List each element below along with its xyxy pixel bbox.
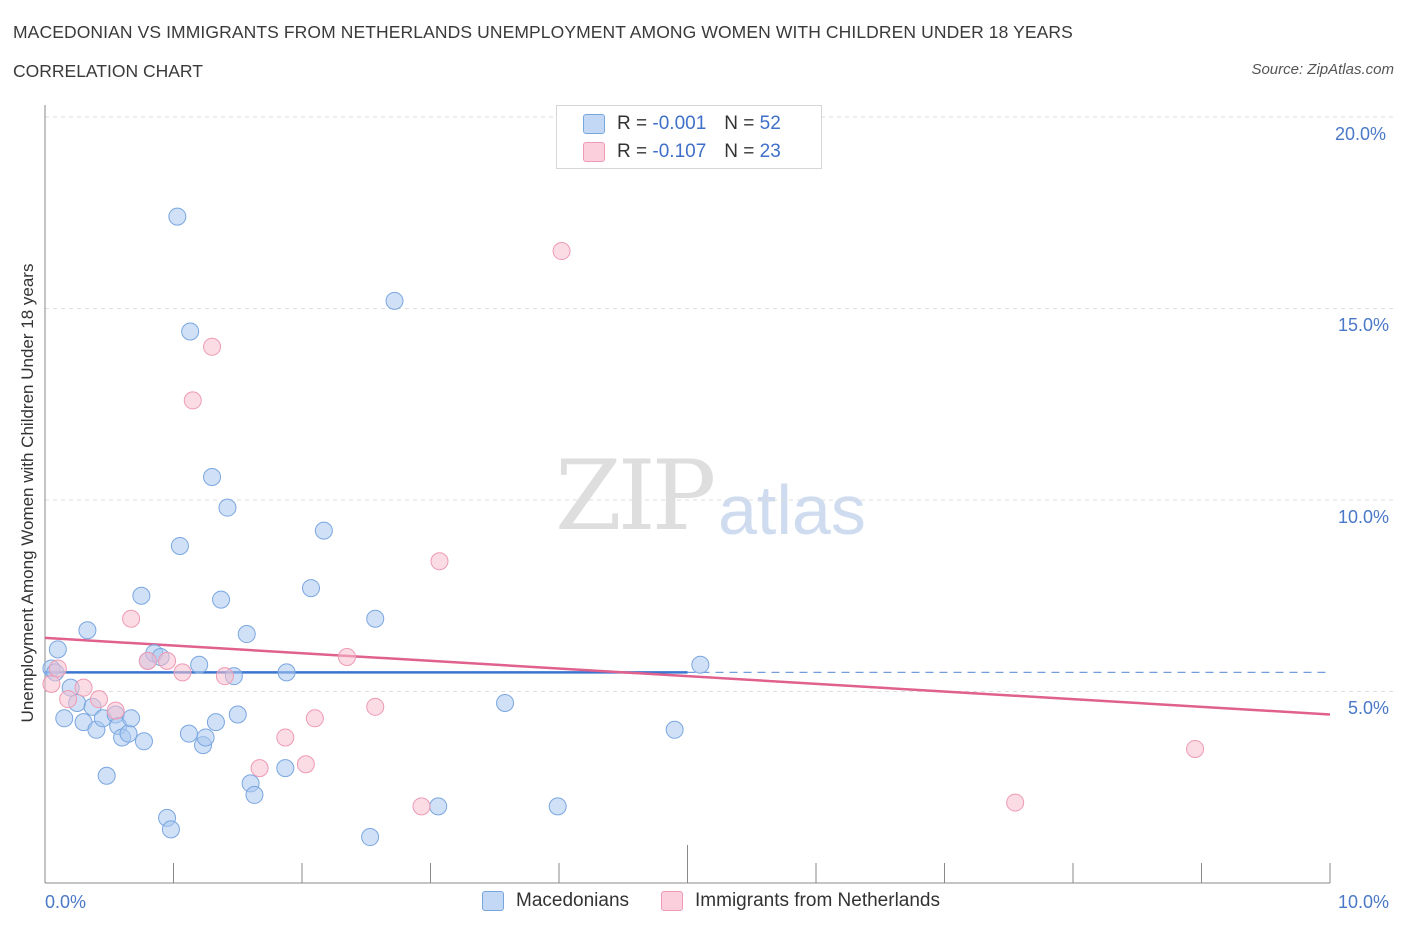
point-netherlands: [1186, 739, 1205, 758]
point-netherlands: [173, 663, 192, 682]
point-netherlands: [138, 651, 157, 670]
legend-swatch-pink: [583, 142, 605, 162]
point-netherlands: [122, 609, 141, 628]
point-netherlands: [296, 755, 315, 774]
point-macedonians: [181, 322, 200, 341]
point-macedonians: [78, 621, 97, 640]
legend-r-label: R =: [617, 113, 648, 134]
point-netherlands: [59, 690, 78, 709]
point-macedonians: [132, 586, 151, 605]
legend-n-label: N =: [724, 141, 755, 162]
chart-subtitle: CORRELATION CHART: [13, 61, 203, 81]
point-macedonians: [170, 536, 189, 555]
watermark-atlas: atlas: [718, 471, 866, 549]
point-macedonians: [119, 724, 138, 743]
legend-r-value: -0.107: [652, 141, 707, 162]
point-netherlands: [74, 678, 93, 697]
point-macedonians: [196, 728, 215, 747]
series-swatch-pink: [661, 891, 684, 911]
point-macedonians: [496, 693, 515, 712]
point-netherlands: [366, 697, 385, 716]
point-netherlands: [1006, 793, 1025, 812]
point-netherlands: [305, 709, 324, 728]
series-legend-netherlands: Immigrants from Netherlands: [661, 890, 940, 912]
point-netherlands: [552, 242, 571, 261]
point-macedonians: [190, 655, 209, 674]
point-macedonians: [161, 820, 180, 839]
legend-r-value: -0.001: [652, 113, 707, 134]
y-tick-label-15: 15.0%: [1338, 315, 1390, 335]
y-tick-label-5: 5.0%: [1348, 698, 1390, 718]
point-macedonians: [168, 207, 187, 226]
point-macedonians: [361, 828, 380, 847]
series-legend-label: Macedonians: [516, 890, 630, 911]
point-macedonians: [276, 759, 295, 778]
point-netherlands: [42, 674, 61, 693]
series-legend-label: Immigrants from Netherlands: [695, 890, 940, 911]
x-tick-label-min: 0.0%: [45, 892, 87, 912]
legend-row-macedonians: R = -0.001 N = 52: [583, 112, 781, 136]
point-macedonians: [203, 468, 222, 487]
point-macedonians: [55, 709, 74, 728]
point-macedonians: [385, 291, 404, 310]
point-netherlands: [337, 648, 356, 667]
point-macedonians: [314, 521, 333, 540]
point-macedonians: [97, 766, 116, 785]
point-netherlands: [203, 337, 222, 356]
legend-r-label: R =: [617, 141, 648, 162]
y-tick-label-10: 10.0%: [1338, 507, 1390, 527]
point-macedonians: [212, 590, 231, 609]
point-macedonians: [218, 498, 237, 517]
point-macedonians: [548, 797, 567, 816]
legend-n-value: 23: [759, 141, 781, 162]
legend-n-value: 52: [759, 113, 781, 134]
point-macedonians: [48, 640, 67, 659]
point-netherlands: [89, 690, 108, 709]
series-swatch-blue: [482, 891, 504, 911]
source-credit: Source: ZipAtlas.com: [1251, 61, 1394, 78]
x-tick-label-max: 10.0%: [1338, 892, 1390, 912]
point-macedonians: [691, 655, 710, 674]
point-netherlands: [276, 728, 295, 747]
point-macedonians: [245, 785, 264, 804]
point-netherlands: [48, 659, 67, 678]
point-netherlands: [250, 759, 269, 778]
series-legend: Macedonians Immigrants from Netherlands: [482, 890, 972, 912]
point-netherlands: [106, 701, 125, 720]
point-netherlands: [158, 651, 177, 670]
y-axis-label: Unemployment Among Women with Children U…: [18, 263, 37, 723]
series-legend-macedonians: Macedonians: [482, 890, 629, 912]
point-macedonians: [366, 609, 385, 628]
legend-swatch-blue: [583, 114, 605, 134]
point-netherlands: [412, 797, 431, 816]
point-macedonians: [122, 709, 141, 728]
correlation-legend: R = -0.001 N = 52 R = -0.107 N = 23: [556, 105, 822, 169]
watermark-zip: ZIP: [555, 440, 716, 552]
y-tick-label-20: 20.0%: [1335, 124, 1387, 144]
point-macedonians: [179, 724, 198, 743]
point-macedonians: [206, 713, 225, 732]
point-macedonians: [277, 663, 296, 682]
point-macedonians: [237, 625, 256, 644]
point-netherlands: [430, 552, 449, 571]
point-macedonians: [301, 579, 320, 598]
point-macedonians: [134, 732, 153, 751]
legend-n-label: N =: [724, 113, 755, 134]
point-macedonians: [228, 705, 247, 724]
legend-row-netherlands: R = -0.107 N = 23: [583, 140, 781, 164]
chart-title: MACEDONIAN VS IMMIGRANTS FROM NETHERLAND…: [13, 22, 1073, 42]
point-macedonians: [429, 797, 448, 816]
point-netherlands: [183, 391, 202, 410]
point-netherlands: [215, 667, 234, 686]
point-macedonians: [665, 720, 684, 739]
trend-line-netherlands: [44, 636, 1331, 716]
